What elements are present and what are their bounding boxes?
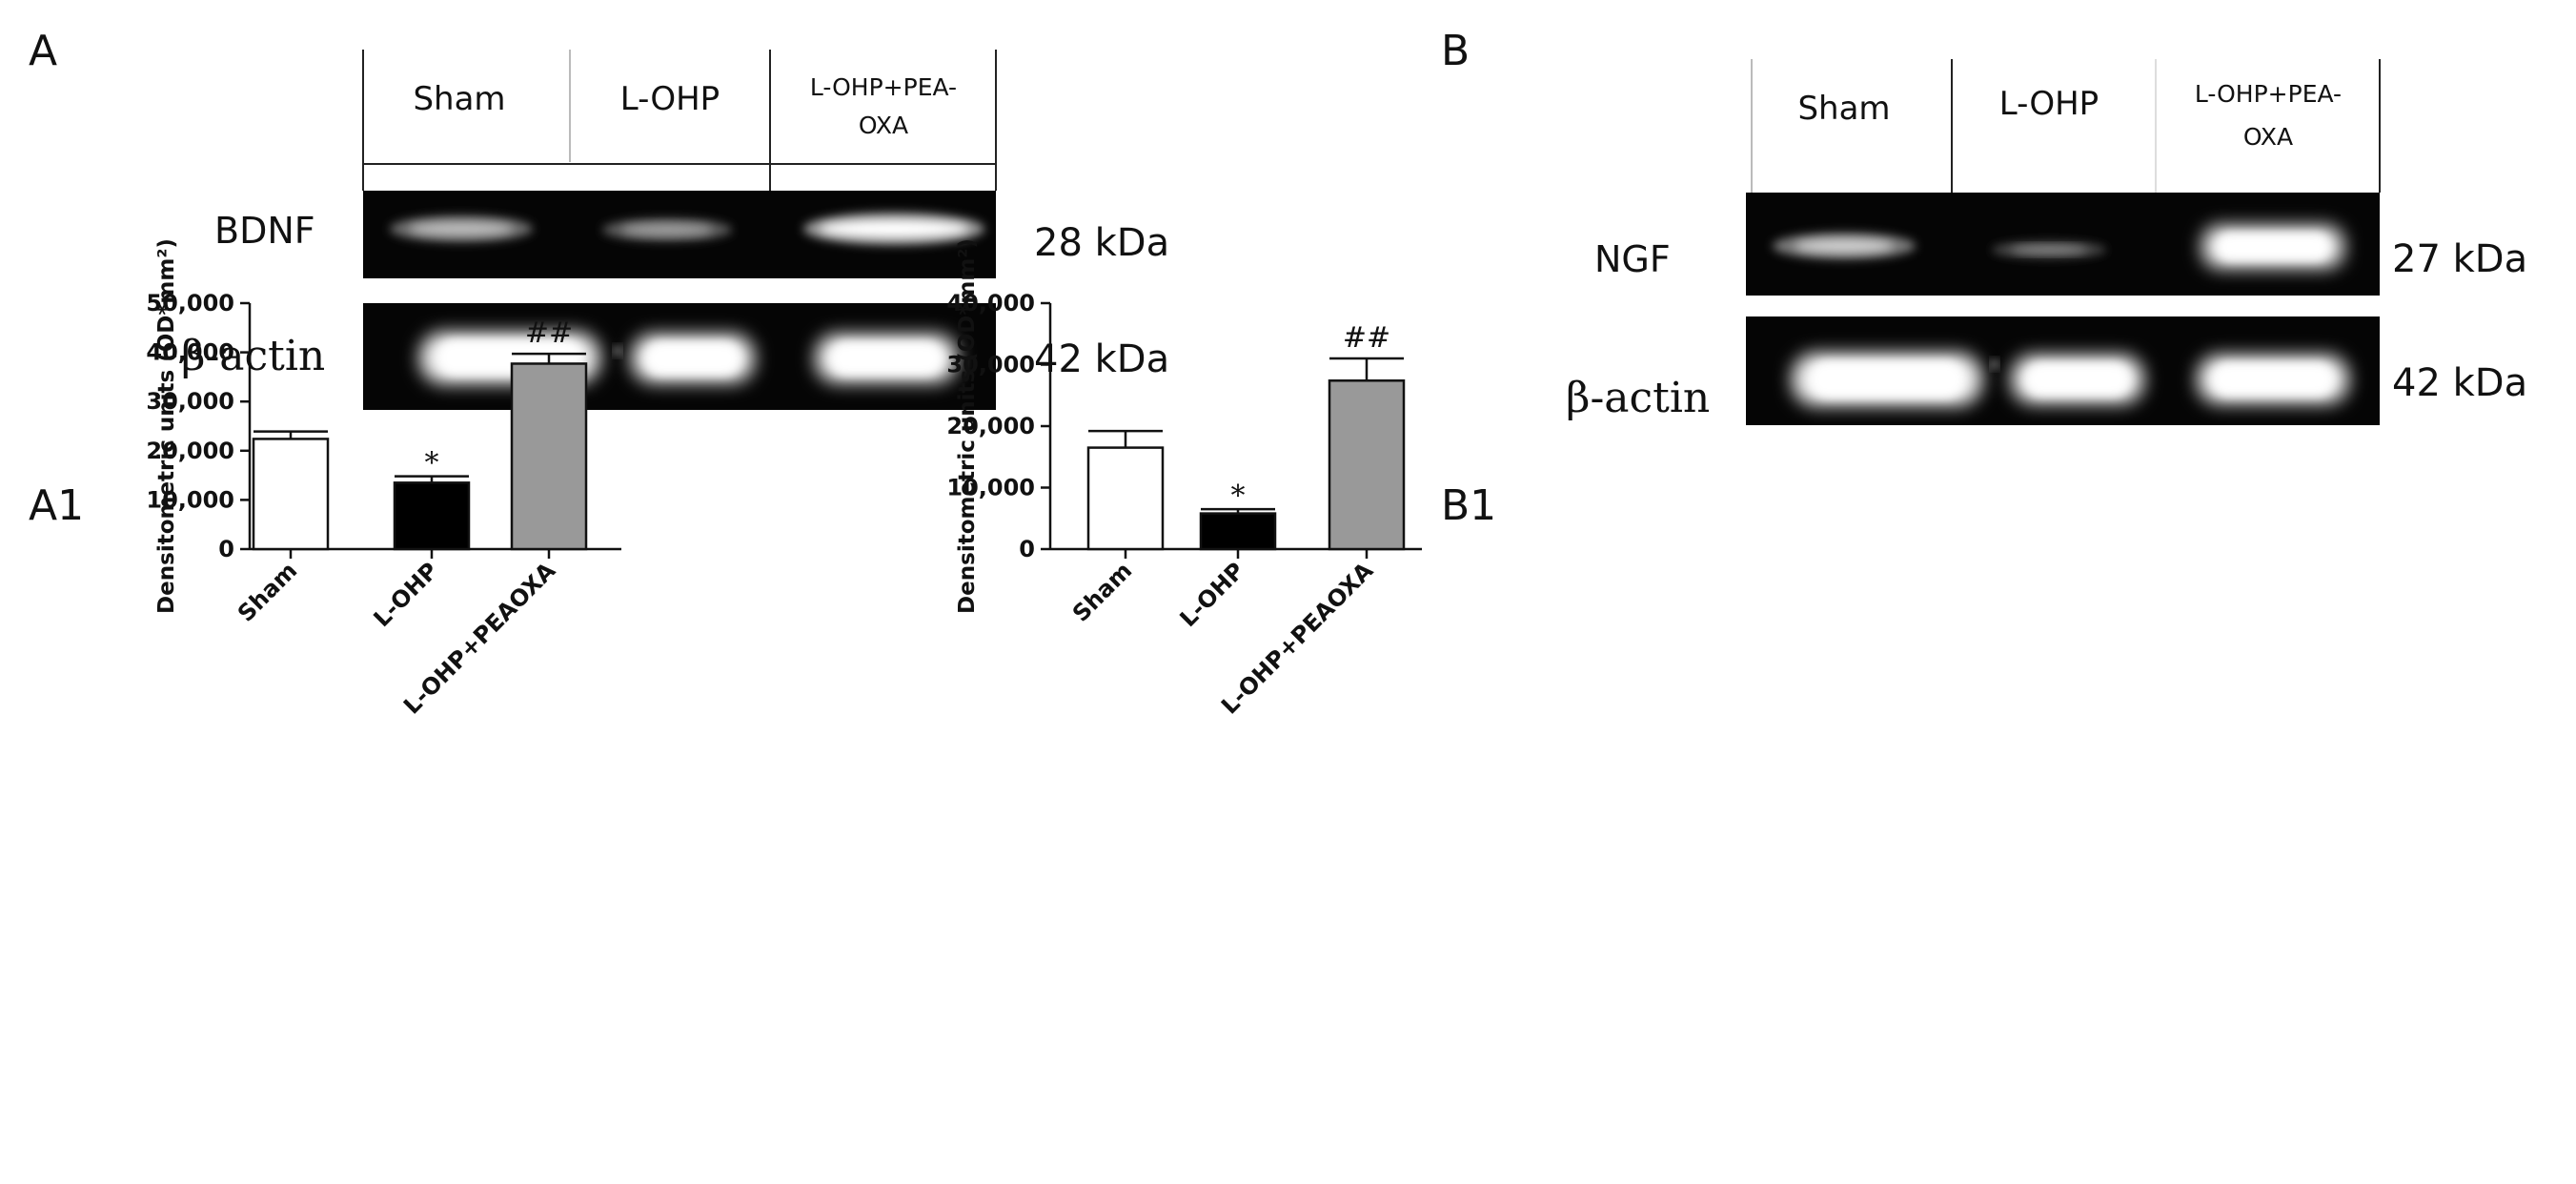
lane-label-lohp-peaoxa-b-line1: L-OHP+PEA- — [2195, 80, 2342, 108]
bar — [393, 481, 471, 551]
lane-label-sham: Sham — [413, 80, 505, 118]
y-tick-label: 0 — [218, 536, 234, 562]
significance-marker: * — [1231, 480, 1246, 513]
blot-strip-actin-a — [363, 303, 996, 410]
bar — [252, 438, 330, 551]
bar — [1199, 512, 1277, 551]
x-tick-label: L-OHP — [369, 557, 444, 632]
y-axis-title: Densitometric units (OD*mm²) — [955, 238, 980, 614]
lane-label-lohp-b: L-OHP — [1999, 85, 2099, 123]
panel-label-a: A — [29, 27, 57, 75]
panel-label-b1: B1 — [1441, 481, 1496, 530]
y-tick-label: 10,000 — [146, 486, 234, 513]
row-weight-ngf: 27 kDa — [2392, 237, 2527, 281]
y-tick-label: 50,000 — [146, 290, 234, 316]
bar — [510, 362, 588, 551]
row-label-bdnf: BDNF — [214, 210, 315, 252]
blot-strip-ngf — [1746, 193, 2380, 296]
significance-marker: ## — [1343, 321, 1390, 355]
bar — [1328, 379, 1406, 551]
y-tick-label: 20,000 — [146, 438, 234, 464]
panel-label-b: B — [1441, 27, 1470, 75]
blot-panel-a: A Sham L-OHP L-OHP+PEA- OXA BDNF 28 kDa — [29, 27, 1169, 410]
lane-label-lohp: L-OHP — [620, 80, 720, 118]
bar-chart-a1: 0 10,000 20,000 30,000 40,000 50,000Densitome… — [146, 238, 621, 720]
y-axis-title: Densitometric units (OD*mm²) — [154, 238, 179, 614]
y-tick-label: 40,000 — [146, 339, 234, 366]
row-label-ngf: NGF — [1594, 238, 1671, 280]
panel-label-a1: A1 — [29, 481, 84, 530]
lane-label-lohp-peaoxa-line2: OXA — [859, 112, 908, 139]
bar — [1086, 446, 1165, 551]
row-label-actin-a: β-actin — [181, 332, 325, 380]
y-tick-label: 20,000 — [946, 413, 1035, 439]
row-label-actin-b: β-actin — [1566, 374, 1710, 422]
lane-label-lohp-peaoxa-line1: L-OHP+PEA- — [810, 73, 957, 101]
lane-label-sham-b: Sham — [1797, 90, 1890, 128]
y-tick-label: 10,000 — [946, 475, 1035, 501]
row-weight-actin-b: 42 kDa — [2392, 361, 2527, 405]
lane-header-a: Sham L-OHP L-OHP+PEA- OXA — [362, 50, 997, 191]
row-weight-actin-a: 42 kDa — [1034, 337, 1169, 381]
lane-label-lohp-peaoxa-b-line2: OXA — [2243, 123, 2293, 151]
y-tick-label: 0 — [1019, 536, 1035, 562]
blot-panel-b: B Sham L-OHP L-OHP+PEA- OXA NGF 27 kDa — [1441, 27, 2527, 425]
x-tick-label: Sham — [1067, 557, 1137, 626]
x-tick-label: Sham — [233, 557, 302, 626]
significance-marker: * — [425, 447, 439, 480]
lane-header-b: Sham L-OHP L-OHP+PEA- OXA — [1751, 59, 2381, 193]
y-tick-label: 30,000 — [946, 352, 1035, 378]
row-weight-bdnf: 28 kDa — [1034, 221, 1169, 265]
y-tick-label: 40,000 — [946, 290, 1035, 316]
x-tick-label: L-OHP — [1175, 557, 1250, 632]
y-tick-label: 30,000 — [146, 388, 234, 415]
blot-strip-actin-b — [1746, 316, 2380, 425]
significance-marker: ## — [525, 316, 573, 350]
blot-strip-bdnf — [363, 191, 996, 278]
